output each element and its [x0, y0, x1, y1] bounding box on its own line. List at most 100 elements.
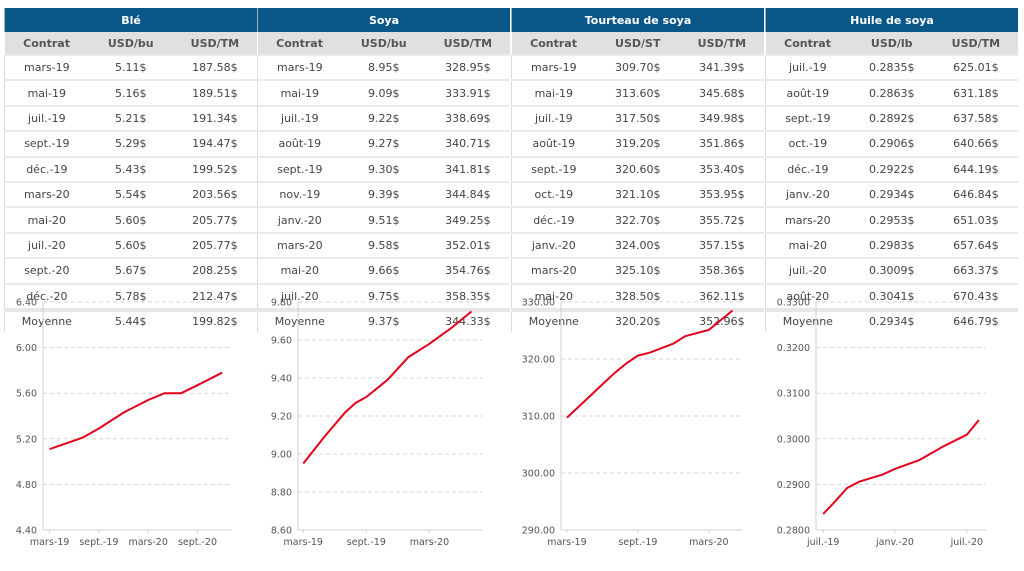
table-header-row: Contrat USD/bu USD/TM	[257, 32, 510, 55]
table-row: mai-20 5.60$ 205.77$	[3, 206, 257, 233]
data-point	[49, 448, 51, 450]
y-tick-label: 9.20	[271, 412, 292, 423]
table-cell: 358.36$	[679, 257, 764, 284]
table-row: mars-20 5.54$ 203.56$	[3, 180, 257, 208]
table-cell: 325.10$	[595, 257, 680, 284]
table-cell: sept.-19	[764, 104, 850, 132]
data-point	[344, 411, 346, 413]
table-cell: août-19	[510, 130, 596, 157]
data-point	[625, 363, 627, 365]
data-point	[196, 384, 198, 386]
average-row: Moyenne 5.44$ 199.82$	[3, 307, 257, 332]
y-tick-label: 6.40	[16, 298, 37, 309]
table-cell: 0.2906$	[849, 130, 934, 157]
column-header: Contrat	[511, 32, 596, 55]
table-cell: 322.70$	[595, 206, 680, 233]
table-row: sept.-19 320.60$ 353.40$	[510, 155, 764, 182]
table-cell: 203.56$	[172, 180, 257, 208]
y-tick-label: 320.00	[522, 355, 555, 366]
table-row: août-20 0.3041$ 670.43$	[764, 282, 1018, 310]
x-tick-label: juil.-20	[950, 537, 983, 548]
table-cell: 644.19$	[933, 155, 1018, 182]
data-point	[590, 394, 592, 396]
y-tick-label: 9.00	[271, 450, 292, 461]
table-cell: 651.03$	[933, 206, 1018, 233]
x-tick-label: mars-19	[284, 537, 323, 548]
table-cell: 663.37$	[933, 257, 1018, 284]
data-point	[978, 419, 980, 421]
table-cell: janv.-20	[256, 206, 342, 233]
table-cell: 657.64$	[933, 231, 1018, 259]
table-cell: 345.68$	[679, 79, 764, 106]
table-cell: mars-20	[764, 206, 850, 233]
table-tourteau-de-soya: Tourteau de soya Contrat USD/ST USD/TM mars-…	[510, 8, 764, 332]
table-title-row: Tourteau de soya	[511, 8, 764, 32]
table-cell: mars-19	[3, 53, 89, 81]
table-row: déc.-19 0.2922$ 644.19$	[764, 155, 1018, 182]
table-cell: 338.69$	[425, 104, 510, 132]
y-tick-label: 300.00	[522, 469, 555, 480]
x-tick-label: mars-19	[547, 537, 586, 548]
series-line	[302, 310, 473, 465]
table-cell: 191.34$	[172, 104, 257, 132]
table-cell: 8.95$	[341, 53, 426, 81]
y-tick-label: 0.2900	[777, 480, 810, 491]
table-cell: mai-19	[3, 79, 89, 106]
data-point	[613, 372, 615, 374]
data-point	[834, 500, 836, 502]
table-cell: 670.43$	[933, 282, 1018, 310]
table-cell: 321.10$	[595, 180, 680, 208]
table-cell: août-19	[256, 130, 342, 157]
table-title-row: Blé	[4, 8, 257, 32]
table-cell: déc.-19	[510, 206, 596, 233]
average-cell: Moyenne	[764, 307, 850, 332]
x-tick-label: sept.-19	[79, 537, 118, 548]
table-cell: 351.86$	[679, 130, 764, 157]
table-cell: 317.50$	[595, 104, 680, 132]
table-cell: 5.78$	[88, 282, 173, 310]
table-cell: 362.11$	[679, 282, 764, 310]
x-tick-label: mars-19	[30, 537, 69, 548]
table-cell: 352.01$	[425, 231, 510, 259]
table-cell: 355.72$	[679, 206, 764, 233]
data-point	[365, 396, 367, 398]
column-header: USD/bu	[88, 32, 173, 55]
column-header: USD/TM	[679, 32, 764, 55]
table-cell: 313.60$	[595, 79, 680, 106]
table-row: juil.-19 0.2835$ 625.01$	[764, 53, 1018, 81]
line-chart: 8.60 8.80 9.00 9.20 9.40 9.60 9.80 mars-19 sept.…	[271, 298, 482, 548]
data-point	[65, 442, 67, 444]
data-point	[708, 329, 710, 331]
table-cell: août-20	[764, 282, 850, 310]
table-row: nov.-19 9.39$ 344.84$	[256, 180, 510, 208]
y-tick-label: 5.60	[16, 389, 37, 400]
table-row: mars-19 309.70$ 341.39$	[510, 53, 764, 81]
table-cell: 5.54$	[88, 180, 173, 208]
table-cell: 625.01$	[933, 53, 1018, 81]
data-point	[180, 392, 182, 394]
table-cell: juil.-19	[3, 104, 89, 132]
table-cell: 353.40$	[679, 155, 764, 182]
x-tick-label: sept.-19	[618, 537, 657, 548]
x-tick-label: mars-20	[689, 537, 728, 548]
data-point	[470, 311, 472, 313]
price-table: Huile de soya Contrat USD/lb USD/TM juil.-19…	[764, 8, 1018, 332]
average-cell: Moyenne	[3, 307, 89, 332]
table-row: juil.-20 9.75$ 358.35$	[256, 282, 510, 310]
table-cell: mai-19	[510, 79, 596, 106]
table-row: oct.-19 0.2906$ 640.66$	[764, 130, 1018, 157]
y-tick-label: 290.00	[522, 526, 555, 537]
table-cell: 333.91$	[425, 79, 510, 106]
y-tick-label: 9.80	[271, 298, 292, 309]
data-point	[147, 399, 149, 401]
table-row: mars-20 9.58$ 352.01$	[256, 231, 510, 259]
table-cell: mars-20	[510, 257, 596, 284]
table-row: mars-19 8.95$ 328.95$	[256, 53, 510, 81]
average-row: Moyenne 9.37$ 344.33$	[256, 307, 510, 332]
table-cell: 357.15$	[679, 231, 764, 259]
table-cell: mars-19	[256, 53, 342, 81]
table-cell: 205.77$	[172, 206, 257, 233]
table-cell: 349.25$	[425, 206, 510, 233]
table-cell: 5.67$	[88, 257, 173, 284]
table-row: mars-20 0.2953$ 651.03$	[764, 206, 1018, 233]
